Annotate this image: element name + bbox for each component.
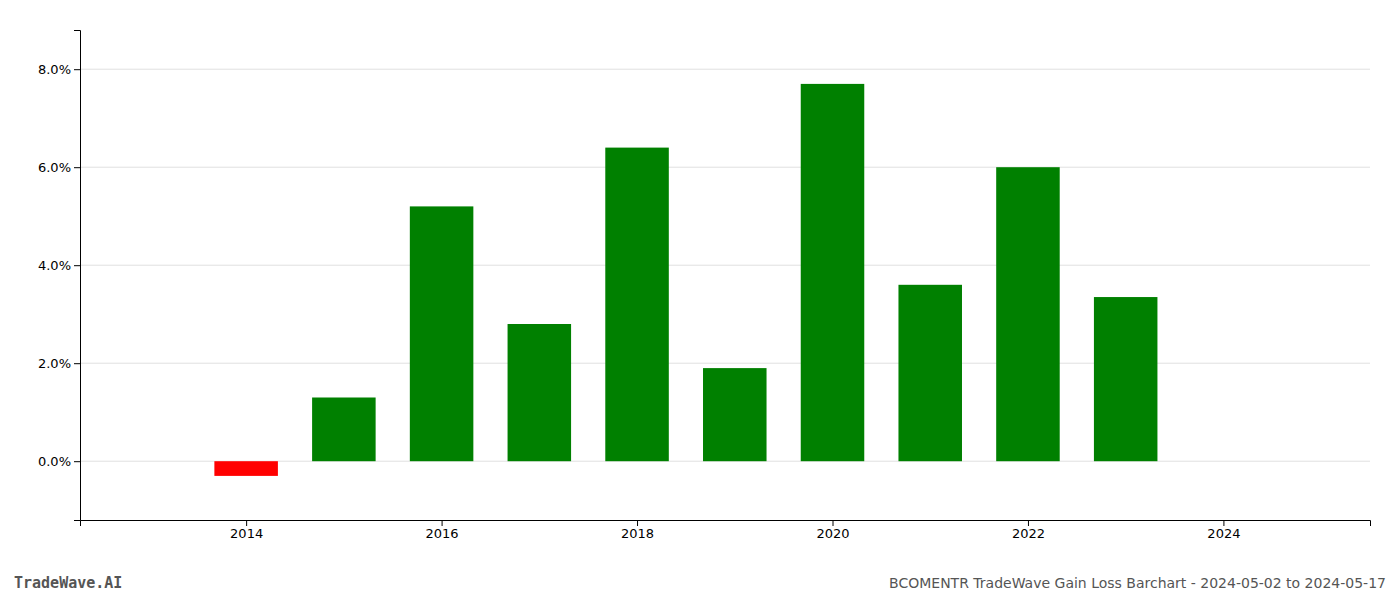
x-tick: 2020 <box>816 520 849 541</box>
x-tick-mark <box>637 520 638 526</box>
x-tick-mark <box>1028 520 1029 526</box>
bar <box>703 368 767 461</box>
grid-line <box>80 69 1370 70</box>
x-tick-mark <box>1223 520 1224 526</box>
bar <box>605 148 669 462</box>
y-tick-mark <box>74 461 80 462</box>
bar <box>508 324 572 461</box>
x-axis: 2014 2016 2018 2020 2022 2024 <box>81 520 1371 541</box>
grid-line <box>80 167 1370 168</box>
y-tick: 2.0% <box>38 356 80 371</box>
y-tick-label: 4.0% <box>38 258 71 273</box>
grid-line <box>80 363 1370 364</box>
watermark: TradeWave.AI <box>14 574 122 592</box>
grid <box>80 69 1370 461</box>
y-tick: 6.0% <box>38 160 80 175</box>
y-tick: 8.0% <box>38 62 80 77</box>
y-tick-mark <box>74 363 80 364</box>
y-axis-line <box>74 31 81 521</box>
bar <box>410 206 474 461</box>
y-tick-label: 2.0% <box>38 356 71 371</box>
y-tick-label: 8.0% <box>38 62 71 77</box>
bar <box>996 167 1060 461</box>
bars <box>214 84 1157 476</box>
grid-line <box>80 265 1370 266</box>
chart: 0.0% 2.0% 4.0% 6.0% 8.0% 2014 2016 2018 2020 2022… <box>0 0 1400 600</box>
bar <box>1094 297 1158 461</box>
y-tick: 4.0% <box>38 258 80 273</box>
y-tick: 0.0% <box>38 454 80 469</box>
x-axis-line <box>81 521 1371 527</box>
x-tick: 2024 <box>1207 520 1240 541</box>
x-tick: 2016 <box>426 520 459 541</box>
y-tick-label: 0.0% <box>38 454 71 469</box>
bar <box>312 398 376 462</box>
x-tick-mark <box>442 520 443 526</box>
y-tick-label: 6.0% <box>38 160 71 175</box>
x-tick-label: 2014 <box>230 526 263 541</box>
y-tick-mark <box>74 167 80 168</box>
x-tick-label: 2018 <box>621 526 654 541</box>
x-tick: 2014 <box>230 520 263 541</box>
y-tick-mark <box>74 69 80 70</box>
x-tick-label: 2022 <box>1012 526 1045 541</box>
x-tick-label: 2016 <box>426 526 459 541</box>
bar <box>801 84 865 461</box>
x-tick-label: 2020 <box>816 526 849 541</box>
x-tick-mark <box>833 520 834 526</box>
title: BCOMENTR TradeWave Gain Loss Barchart - … <box>889 575 1386 591</box>
x-tick-label: 2024 <box>1207 526 1240 541</box>
y-axis: 0.0% 2.0% 4.0% 6.0% 8.0% <box>38 31 81 521</box>
bar <box>214 461 278 476</box>
x-tick: 2018 <box>621 520 654 541</box>
bar <box>898 285 962 461</box>
x-tick-mark <box>246 520 247 526</box>
x-tick: 2022 <box>1012 520 1045 541</box>
y-tick-mark <box>74 265 80 266</box>
